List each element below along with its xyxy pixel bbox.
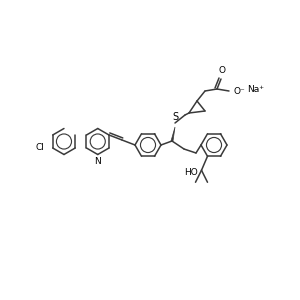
- Text: S: S: [172, 112, 178, 122]
- Text: N: N: [94, 158, 101, 166]
- Text: HO: HO: [184, 168, 197, 177]
- Text: O: O: [218, 66, 226, 75]
- Text: Na⁺: Na⁺: [247, 85, 264, 94]
- Polygon shape: [171, 127, 175, 141]
- Text: O⁻: O⁻: [233, 86, 245, 95]
- Text: Cl: Cl: [36, 143, 45, 152]
